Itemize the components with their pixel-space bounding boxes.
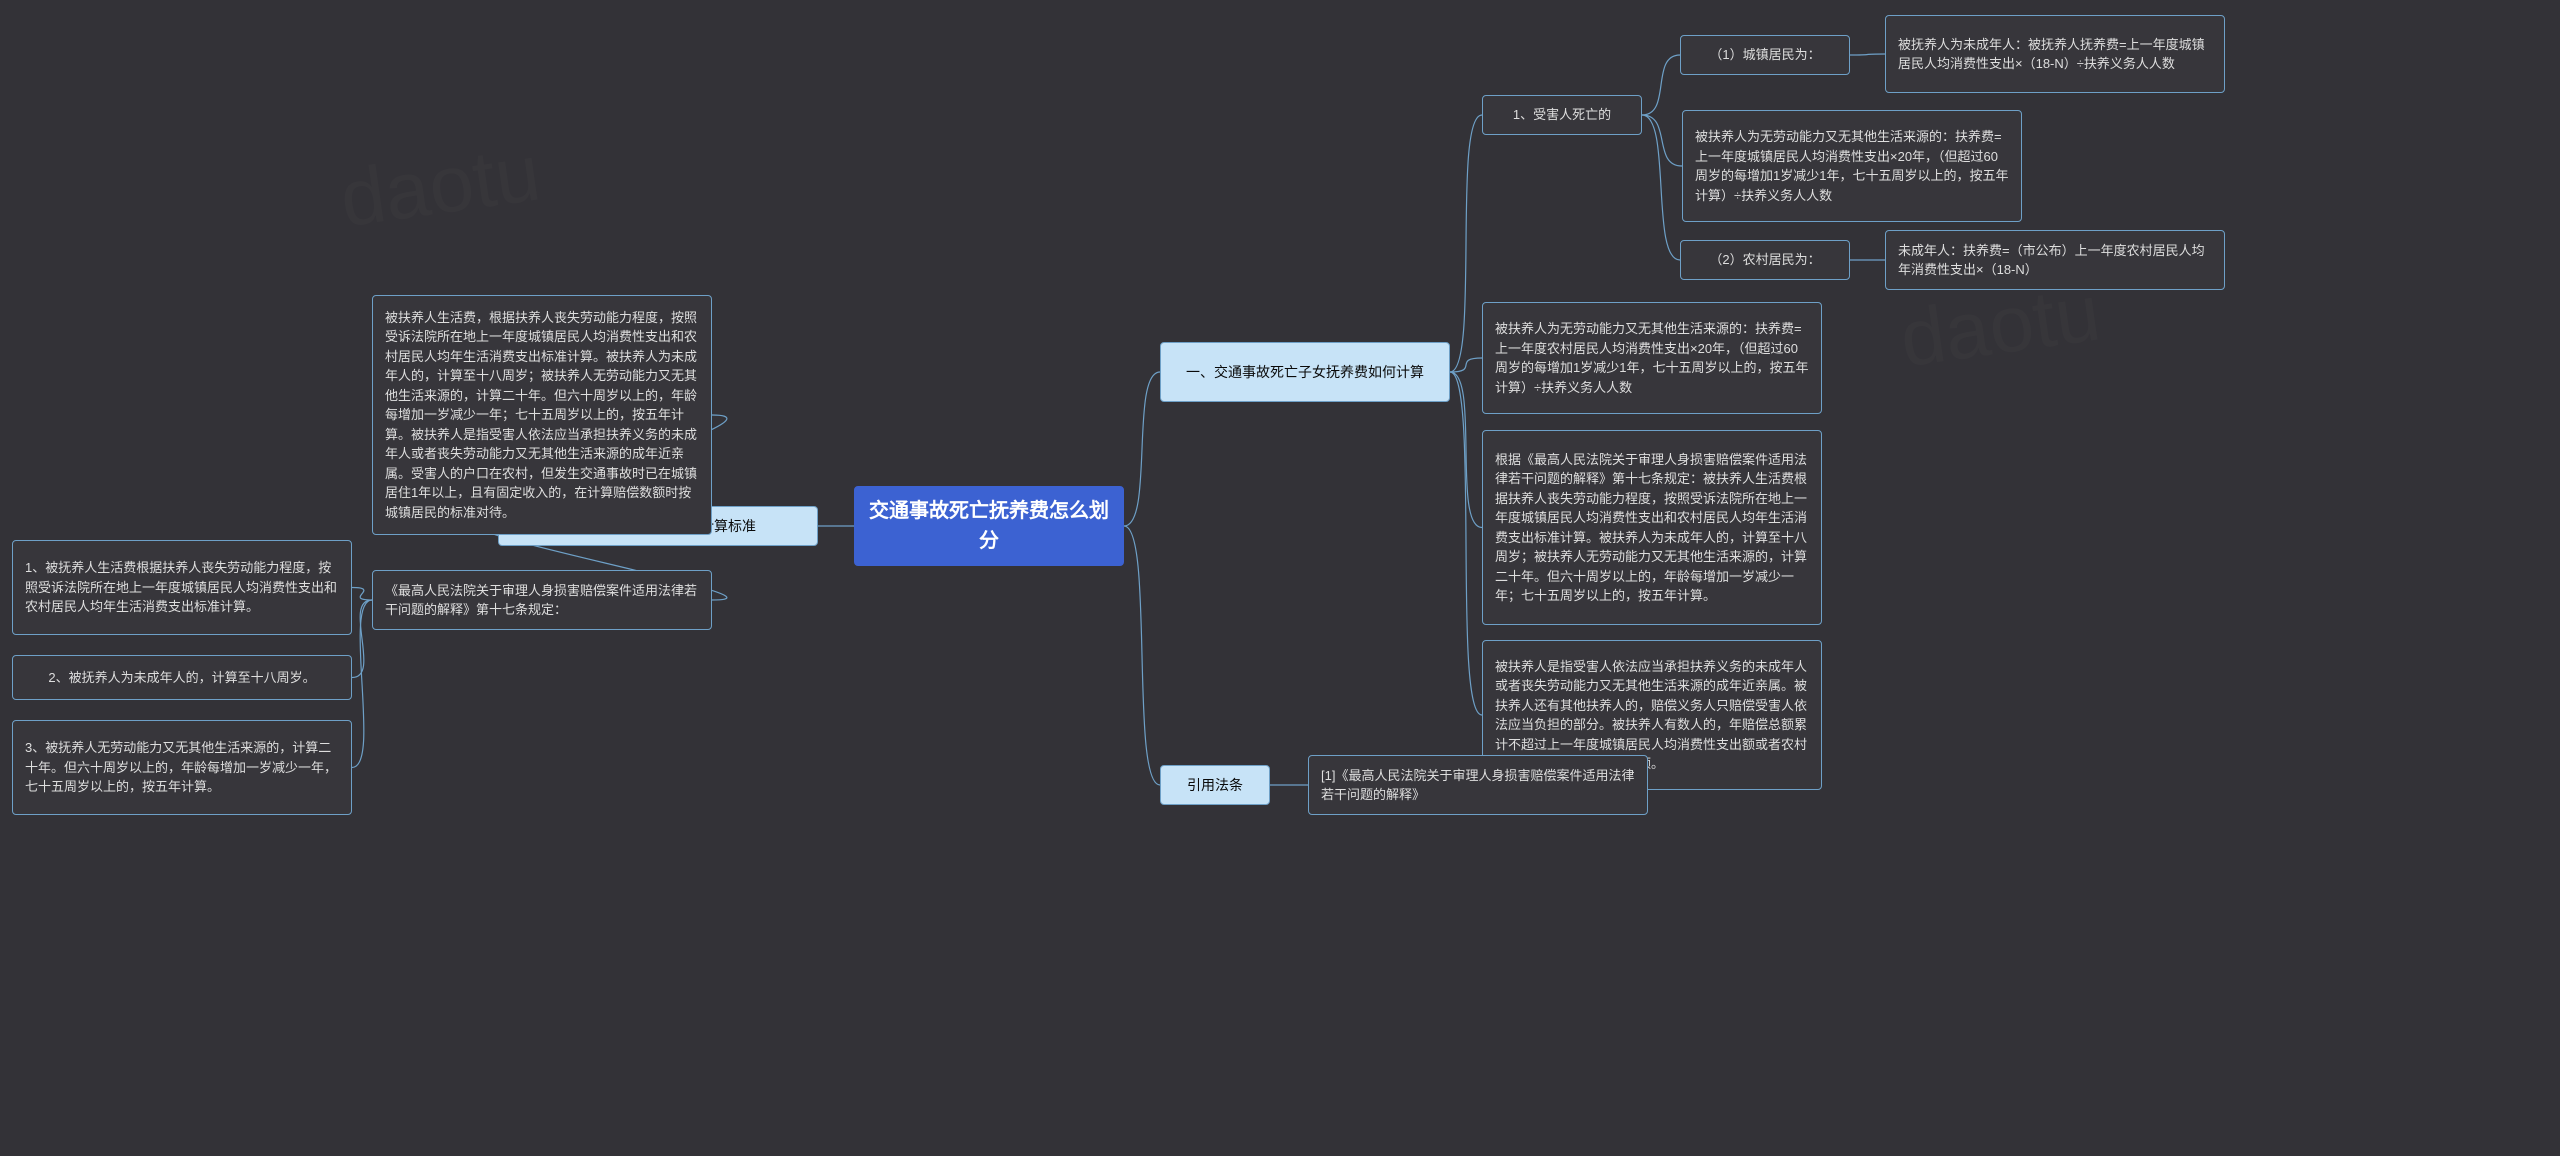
edge-b1-n13 [1450, 372, 1482, 528]
node-n111[interactable]: （1）城镇居民为： [1680, 35, 1850, 75]
edge-n11-n1112 [1642, 115, 1682, 166]
mindmap-canvas: daotu daotu 交通事故死亡抚养费怎么划分一、交通事故死亡子女抚养费如何… [0, 0, 2560, 1156]
edge-root-b2 [1124, 526, 1160, 785]
edge-b1-n12 [1450, 358, 1482, 372]
edge-n111-n1111 [1850, 54, 1885, 55]
node-n12[interactable]: 被扶养人为无劳动能力又无其他生活来源的：扶养费=上一年度农村居民人均消费性支出×… [1482, 302, 1822, 414]
edge-b1-n11 [1450, 115, 1482, 372]
node-n11[interactable]: 1、受害人死亡的 [1482, 95, 1642, 135]
node-n32[interactable]: 《最高人民法院关于审理人身损害赔偿案件适用法律若干问题的解释》第十七条规定： [372, 570, 712, 630]
node-n1112[interactable]: 被扶养人为无劳动能力又无其他生活来源的：扶养费=上一年度城镇居民人均消费性支出×… [1682, 110, 2022, 222]
watermark-1: daotu [335, 127, 546, 246]
edge-b1-n14 [1450, 372, 1482, 715]
node-b1[interactable]: 一、交通事故死亡子女抚养费如何计算 [1160, 342, 1450, 402]
node-n323[interactable]: 3、被抚养人无劳动能力又无其他生活来源的，计算二十年。但六十周岁以上的，年龄每增… [12, 720, 352, 815]
node-b2[interactable]: 引用法条 [1160, 765, 1270, 805]
node-n322[interactable]: 2、被抚养人为未成年人的，计算至十八周岁。 [12, 655, 352, 700]
node-n1121[interactable]: 未成年人：扶养费=（市公布）上一年度农村居民人均年消费性支出×（18-N） [1885, 230, 2225, 290]
node-n321[interactable]: 1、被抚养人生活费根据扶养人丧失劳动能力程度，按照受诉法院所在地上一年度城镇居民… [12, 540, 352, 635]
edge-n11-n112 [1642, 115, 1680, 260]
node-n31[interactable]: 被扶养人生活费，根据扶养人丧失劳动能力程度，按照受诉法院所在地上一年度城镇居民人… [372, 295, 712, 535]
edge-n32-n323 [352, 600, 372, 768]
node-root[interactable]: 交通事故死亡抚养费怎么划分 [854, 486, 1124, 566]
edge-n32-n322 [352, 600, 372, 678]
node-n21[interactable]: [1]《最高人民法院关于审理人身损害赔偿案件适用法律若干问题的解释》 [1308, 755, 1648, 815]
node-n13[interactable]: 根据《最高人民法院关于审理人身损害赔偿案件适用法律若干问题的解释》第十七条规定：… [1482, 430, 1822, 625]
node-n112[interactable]: （2）农村居民为： [1680, 240, 1850, 280]
edge-n11-n111 [1642, 55, 1680, 115]
edge-root-b1 [1124, 372, 1160, 526]
edge-n32-n321 [352, 588, 372, 601]
node-n1111[interactable]: 被抚养人为未成年人：被抚养人抚养费=上一年度城镇居民人均消费性支出×（18-N）… [1885, 15, 2225, 93]
